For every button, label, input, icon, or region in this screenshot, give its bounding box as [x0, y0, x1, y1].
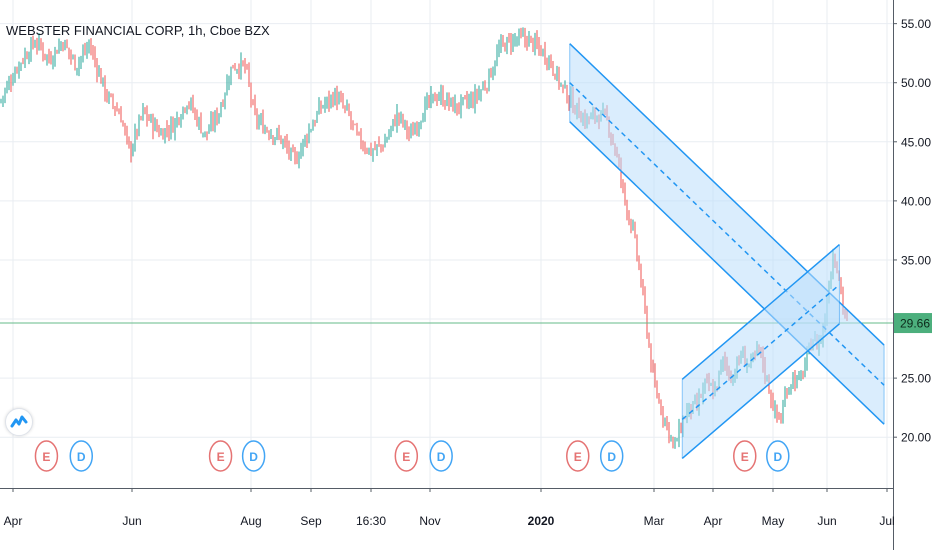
time-tick-label: Mar: [644, 514, 665, 528]
price-tick-label: 40.00: [901, 194, 931, 208]
ascending-channel[interactable]: [681, 244, 840, 460]
time-tick-label: Jul: [879, 514, 894, 528]
time-tick-label: Aug: [240, 514, 261, 528]
dividend-marker[interactable]: D: [241, 440, 266, 472]
channel-middle-line[interactable]: [681, 284, 840, 421]
tradingview-logo-icon: [10, 415, 28, 428]
dividend-marker[interactable]: D: [69, 440, 94, 472]
event-label: D: [77, 450, 86, 464]
event-badge[interactable]: [394, 440, 419, 472]
time-tick-label: May: [762, 514, 785, 528]
time-tick-label: Sep: [300, 514, 322, 528]
event-badge[interactable]: [69, 440, 94, 472]
event-badge[interactable]: [34, 440, 59, 472]
chart-title: WEBSTER FINANCIAL CORP, 1h, Cboe BZX: [6, 23, 270, 38]
time-tick-label: Apr: [704, 514, 723, 528]
price-tick-label: 35.00: [901, 253, 931, 267]
event-label: E: [741, 450, 749, 464]
time-tick-label: Apr: [4, 514, 23, 528]
price-tick-label: 20.00: [901, 431, 931, 445]
event-label: E: [217, 450, 225, 464]
event-label: D: [437, 450, 446, 464]
time-tick-label: 16:30: [356, 514, 386, 528]
channel-lower-line[interactable]: [681, 323, 840, 460]
event-label: E: [402, 450, 410, 464]
dividend-marker[interactable]: D: [766, 440, 790, 472]
event-label: D: [249, 450, 258, 464]
earnings-marker[interactable]: E: [733, 440, 757, 472]
earnings-marker[interactable]: E: [394, 440, 419, 472]
channel-lower-line[interactable]: [569, 121, 885, 425]
last-price-badge: [894, 313, 932, 334]
dividend-marker[interactable]: D: [429, 440, 453, 472]
event-badge[interactable]: [241, 440, 266, 472]
price-tick-label: 50.00: [901, 76, 931, 90]
earnings-marker[interactable]: E: [566, 440, 590, 472]
channel-upper-line[interactable]: [681, 244, 840, 380]
tradingview-logo[interactable]: [5, 408, 33, 436]
event-badge[interactable]: [766, 440, 790, 472]
price-axis-bg: [893, 0, 932, 550]
event-label: E: [42, 450, 50, 464]
event-badge[interactable]: [208, 440, 233, 472]
event-label: D: [607, 450, 616, 464]
price-tick-label: 25.00: [901, 372, 931, 386]
price-tick-label: 55.00: [901, 17, 931, 31]
price-tick-label: 45.00: [901, 135, 931, 149]
time-tick-label: Jun: [122, 514, 141, 528]
earnings-marker[interactable]: E: [34, 440, 59, 472]
channel-middle-line[interactable]: [569, 82, 885, 386]
earnings-marker[interactable]: E: [208, 440, 233, 472]
drawings-layer[interactable]: [569, 43, 885, 460]
time-tick-label: Jun: [817, 514, 836, 528]
time-tick-label: Nov: [419, 514, 440, 528]
event-badge[interactable]: [566, 440, 590, 472]
event-label: E: [574, 450, 582, 464]
event-label: D: [773, 450, 782, 464]
event-badge[interactable]: [733, 440, 757, 472]
event-badge[interactable]: [599, 440, 624, 472]
event-badge[interactable]: [429, 440, 453, 472]
time-tick-label: 2020: [528, 514, 555, 528]
dividend-marker[interactable]: D: [599, 440, 624, 472]
last-price-label: 29.66: [900, 317, 930, 331]
price-layer: [0, 27, 893, 449]
